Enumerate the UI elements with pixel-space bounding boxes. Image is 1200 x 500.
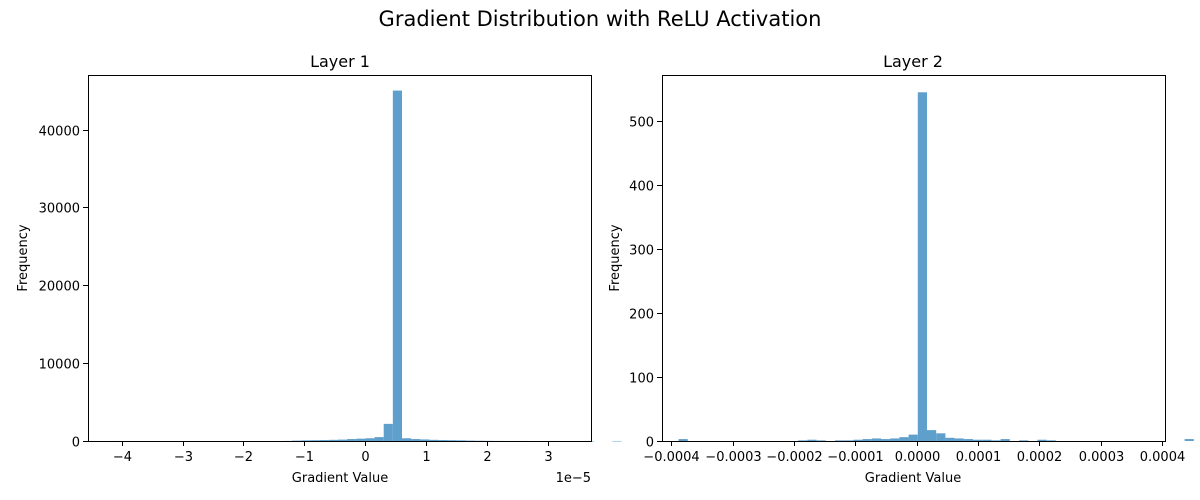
layer-1-histogram-bar	[447, 440, 457, 441]
layer-1-histogram-bar	[301, 440, 311, 441]
layer-2-x-tick-label: 0.0001	[956, 450, 1002, 465]
layer-2-y-tick-label: 300	[629, 244, 654, 259]
layer-1-histogram-bar	[456, 440, 467, 441]
layer-2-y-ticks: 0 100 200 300 400 500	[629, 116, 662, 451]
layer-1-histogram-bar	[337, 439, 348, 441]
layer-1-bars	[109, 90, 622, 442]
layer-2-histogram-bar	[807, 439, 817, 441]
layer-1-y-tick-label: 0	[72, 436, 80, 451]
layer-1-x-tick-label: 3	[544, 450, 552, 465]
layer-2-x-tick-label: 0.0003	[1079, 450, 1125, 465]
layer-2-histogram-bar	[927, 430, 937, 441]
layer-2-y-axis-label: Frequency	[608, 224, 623, 291]
layer-1-y-tick-label: 20000	[39, 280, 80, 295]
layer-1-histogram-bar	[383, 423, 393, 441]
layer-1-x-offset-label: 1e−5	[556, 471, 591, 486]
layer-2-y-tick-label: 0	[646, 436, 654, 451]
layer-1-y-tick-label: 10000	[39, 358, 80, 373]
layer-1-histogram-bar	[612, 440, 622, 442]
layer-2-histogram-bar	[890, 438, 900, 441]
layer-2-histogram-bar	[871, 438, 881, 441]
layer-1-histogram-bar	[429, 439, 439, 441]
layer-1-y-tick-label: 30000	[39, 202, 80, 217]
layer-1-y-axis-label: Frequency	[16, 224, 31, 291]
layer-2-histogram-bar	[1000, 439, 1010, 441]
layer-1-x-tick-label: 1	[422, 450, 430, 465]
layer-2-histogram-bar	[982, 439, 992, 441]
layer-2-x-axis-label: Gradient Value	[865, 471, 961, 486]
layer-2-histogram-bar	[862, 439, 872, 441]
layer-2-histogram-bar	[936, 433, 946, 441]
layer-2-x-tick-label: −0.0001	[827, 450, 883, 465]
layer-1-y-tick-label: 40000	[39, 125, 80, 140]
layer-1-histogram-bar	[401, 438, 412, 441]
layer-2-title: Layer 2	[883, 52, 943, 71]
layer-1-histogram-bar	[310, 440, 320, 441]
layer-1-histogram-bar	[292, 440, 302, 442]
layer-1-x-tick-label: −1	[295, 450, 314, 465]
layer-2-y-tick-label: 100	[629, 372, 654, 387]
layer-1-title: Layer 1	[310, 52, 370, 71]
layer-1-x-tick-label: −3	[174, 450, 193, 465]
layer-1-x-tick-label: 0	[361, 450, 369, 465]
layer-2-histogram-bar	[844, 440, 854, 441]
layer-2-histogram-bar	[798, 440, 808, 441]
layer-1-x-tick-label: −4	[113, 450, 132, 465]
layer-2-x-tick-label: 0.0002	[1017, 450, 1063, 465]
layer-2-x-tick-label: −0.0004	[643, 450, 699, 465]
layer-1-histogram-bar	[374, 437, 384, 441]
layer-1-y-ticks: 0 10000 20000 30000 40000	[39, 125, 88, 451]
layer-1-histogram-bar	[328, 439, 338, 441]
layer-2-x-tick-label: −0.0003	[705, 450, 761, 465]
layer-2-plot-frame	[662, 75, 1166, 442]
figure-title: Gradient Distribution with ReLU Activati…	[379, 7, 822, 31]
layer-2-histogram-bar	[963, 439, 973, 441]
layer-1-x-ticks: −4 −3 −2 −1 0 1 2 3	[113, 441, 553, 465]
layer-2-histogram-bar	[1037, 439, 1047, 441]
layer-2-histogram-bar	[834, 440, 845, 441]
layer-2-x-tick-label: 0.0004	[1140, 450, 1186, 465]
layer-2-histogram-bar	[973, 439, 983, 441]
layer-2-x-tick-label: −0.0002	[766, 450, 822, 465]
layer-2-x-tick-label: 0.0000	[895, 450, 941, 465]
layer-2-histogram-bar	[899, 437, 909, 441]
layer-1-histogram-bar	[438, 440, 448, 441]
layer-1-histogram-bar	[319, 440, 329, 441]
layer-2-histogram-bar	[1019, 440, 1029, 441]
layer-1-histogram-bar	[347, 439, 357, 441]
layer-2-histogram-bar	[908, 434, 918, 441]
layer-2-histogram-panel: Layer 2 −0.0004 −0.0003 −0.0002 −0.0001 0.00…	[608, 52, 1194, 486]
layer-2-y-tick-label: 200	[629, 308, 654, 323]
layer-2-histogram-bar	[991, 440, 1001, 441]
layer-2-histogram-bar	[853, 439, 863, 441]
layer-1-histogram-panel: Layer 1 −4 −3 −2 −1 0 1 2 3 0 10000 20000 30000 400…	[16, 52, 622, 486]
layer-2-histogram-bar	[917, 92, 927, 441]
layer-2-y-tick-label: 500	[629, 116, 654, 131]
layer-1-histogram-bar	[420, 439, 430, 441]
layer-1-x-tick-label: 2	[483, 450, 491, 465]
layer-2-y-tick-label: 400	[629, 180, 654, 195]
layer-2-histogram-bar	[1184, 439, 1194, 441]
layer-1-histogram-bar	[365, 438, 375, 441]
layer-2-histogram-bar	[678, 439, 688, 441]
layer-2-histogram-bar	[1046, 440, 1056, 441]
layer-1-histogram-bar	[411, 439, 421, 441]
layer-2-bars	[678, 92, 1194, 441]
layer-2-x-ticks: −0.0004 −0.0003 −0.0002 −0.0001 0.0000 0.0001…	[643, 441, 1185, 465]
layer-1-histogram-bar	[392, 90, 402, 441]
layer-2-histogram-bar	[880, 439, 891, 441]
layer-2-histogram-bar	[816, 440, 826, 441]
layer-1-histogram-bar	[356, 438, 366, 441]
layer-2-histogram-bar	[954, 438, 964, 441]
layer-1-x-axis-label: Gradient Value	[292, 471, 388, 486]
layer-1-plot-frame	[88, 75, 592, 442]
layer-1-histogram-bar	[466, 440, 476, 442]
layer-1-x-tick-label: −2	[234, 450, 253, 465]
layer-2-histogram-bar	[945, 437, 955, 441]
